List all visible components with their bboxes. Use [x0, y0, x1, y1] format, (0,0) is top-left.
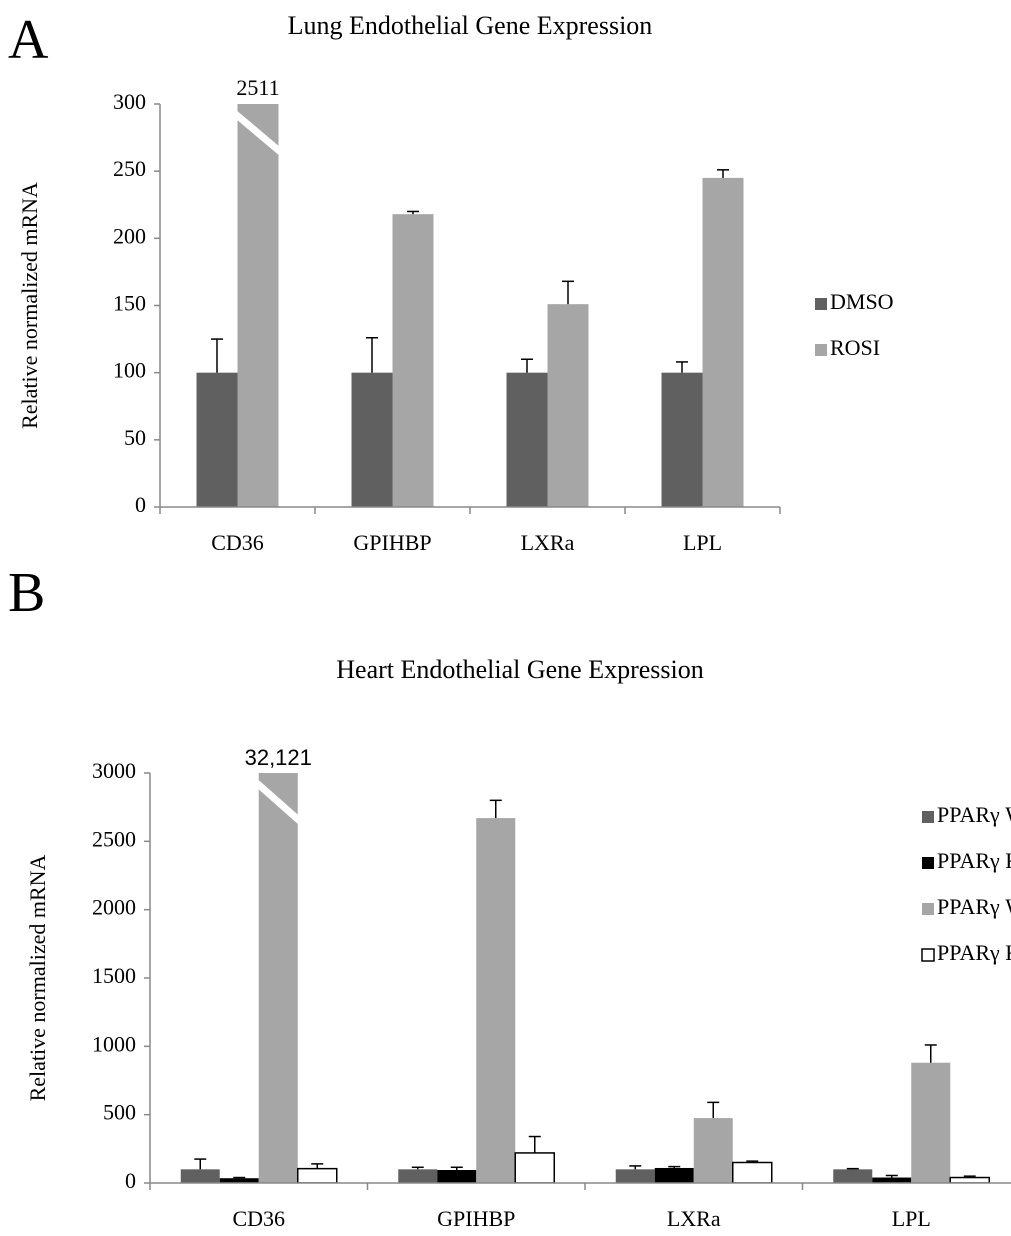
error-bar: [717, 169, 729, 178]
legend-label: PPARγ KO ROSI: [937, 940, 1011, 965]
y-tick-label: 100: [113, 358, 146, 383]
legend-label: DMSO: [830, 289, 894, 314]
legend-swatch: [922, 811, 934, 823]
bar: [476, 818, 516, 1183]
error-bar: [528, 1135, 541, 1153]
chart-title: Heart Endothelial Gene Expression: [336, 655, 704, 684]
bar: [732, 1161, 773, 1183]
error-bar: [407, 210, 419, 215]
bar: [693, 1118, 733, 1183]
error-bar: [211, 338, 223, 373]
legend-swatch: [922, 903, 934, 915]
bar: [514, 1152, 555, 1183]
x-tick-label: CD36: [211, 530, 264, 555]
error-bar: [366, 336, 378, 373]
error-bar: [676, 361, 688, 373]
bar: [949, 1176, 990, 1183]
value-label: 2511: [236, 75, 279, 100]
value-label: 32,121: [245, 745, 312, 770]
bar: [196, 372, 238, 507]
y-tick-label: 500: [103, 1100, 136, 1125]
bar: [833, 1169, 873, 1183]
y-tick-label: 200: [113, 223, 146, 248]
legend-label: PPARγ WT DMSO: [937, 802, 1011, 827]
legend-swatch: [922, 857, 934, 869]
error-bar: [924, 1044, 937, 1063]
x-tick-label: GPIHBP: [437, 1206, 515, 1231]
x-tick-label: LXRa: [667, 1206, 721, 1231]
x-tick-label: LPL: [892, 1206, 931, 1231]
error-bar: [450, 1166, 463, 1171]
bar: [398, 1169, 438, 1183]
bar: [351, 372, 393, 507]
error-bar: [629, 1165, 642, 1170]
legend-label: PPARγ WT ROSI: [937, 894, 1011, 919]
y-tick-label: 0: [125, 1168, 136, 1193]
x-tick-label: CD36: [232, 1206, 285, 1231]
bar: [392, 214, 434, 507]
y-tick-label: 3000: [92, 758, 136, 783]
panel-label: A: [8, 9, 49, 71]
error-bar: [668, 1165, 681, 1168]
axis-break: [233, 111, 283, 155]
bar: [547, 304, 589, 507]
bar: [506, 372, 548, 507]
x-tick-label: LXRa: [521, 530, 575, 555]
y-axis-label: Relative normalized mRNA: [17, 182, 42, 429]
error-bar: [746, 1160, 759, 1163]
error-bar: [521, 358, 533, 373]
error-bar: [311, 1163, 324, 1169]
error-bar: [707, 1101, 720, 1119]
bar: [661, 372, 703, 507]
y-tick-label: 300: [113, 89, 146, 114]
bar: [702, 177, 744, 507]
y-tick-label: 0: [135, 492, 146, 517]
error-bar: [963, 1175, 976, 1178]
y-tick-label: 50: [124, 425, 146, 450]
legend-label: ROSI: [830, 335, 880, 360]
y-tick-label: 250: [113, 156, 146, 181]
bar: [437, 1170, 477, 1183]
error-bar: [489, 799, 502, 819]
bar: [297, 1167, 338, 1183]
y-tick-label: 1000: [92, 1031, 136, 1056]
bar: [911, 1062, 951, 1183]
bar: [615, 1169, 655, 1183]
bar: [872, 1177, 912, 1183]
bar: [219, 1178, 259, 1183]
y-tick-label: 150: [113, 291, 146, 316]
bar: [180, 1169, 220, 1183]
y-tick-label: 1500: [92, 963, 136, 988]
error-bar: [885, 1174, 898, 1178]
error-bar: [562, 280, 574, 305]
bar: [654, 1167, 694, 1183]
x-tick-label: LPL: [683, 530, 722, 555]
error-bar: [194, 1158, 207, 1170]
bar: [237, 104, 279, 507]
y-tick-label: 2500: [92, 826, 136, 851]
error-bar: [233, 1176, 246, 1179]
bars: [180, 773, 990, 1183]
legend-swatch: [815, 298, 827, 310]
bar: [258, 773, 298, 1183]
y-tick-label: 2000: [92, 895, 136, 920]
axis-break: [254, 780, 303, 824]
panel-label: B: [8, 562, 45, 624]
x-tick-label: GPIHBP: [353, 530, 431, 555]
y-axis-label: Relative normalized mRNA: [25, 854, 50, 1101]
chart-title: Lung Endothelial Gene Expression: [288, 11, 653, 40]
error-bar: [411, 1166, 424, 1170]
legend-swatch: [921, 948, 935, 962]
legend-swatch: [815, 344, 827, 356]
legend-label: PPARγ KO DMSO: [937, 848, 1011, 873]
error-bar: [846, 1167, 859, 1170]
bars: [196, 104, 744, 507]
